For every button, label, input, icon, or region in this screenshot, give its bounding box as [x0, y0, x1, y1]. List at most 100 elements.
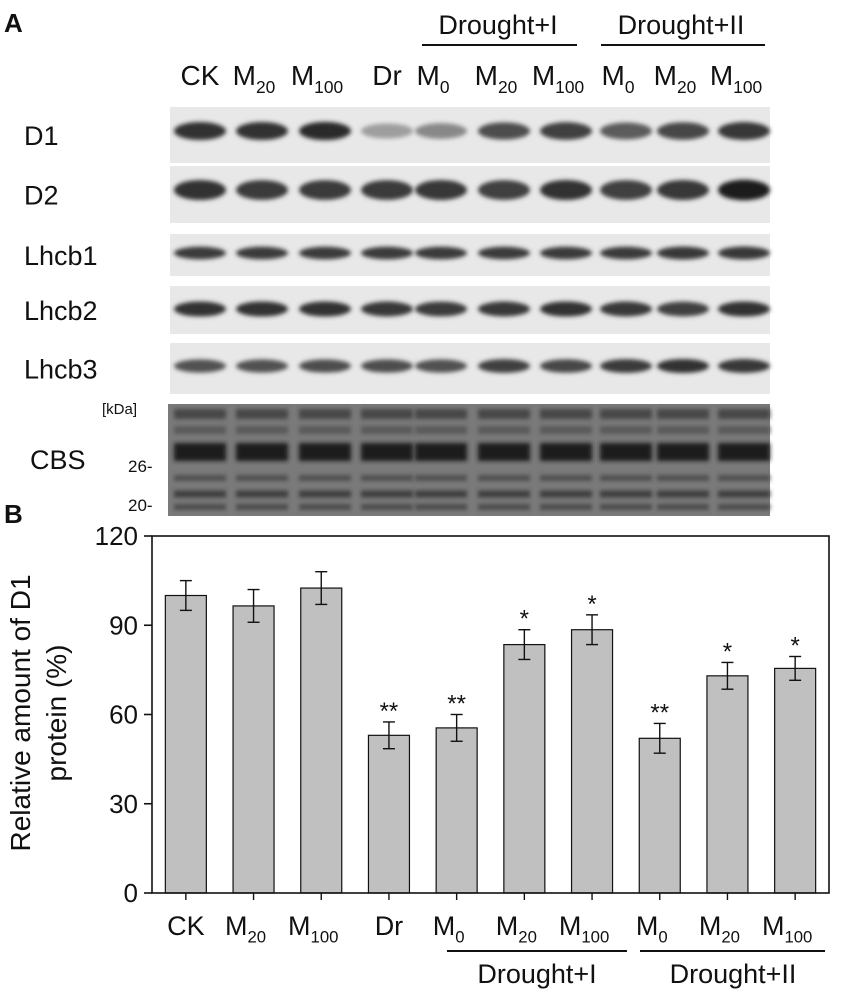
cbs-label: CBS [30, 445, 86, 475]
blot-band [361, 123, 413, 139]
blot-band [361, 301, 413, 317]
blot-band [540, 122, 592, 140]
x-axis-labels: CK M20 M100 Dr M0 M20 M100 M0 M20 M100 [167, 911, 812, 947]
chart-group-label-drought-1: Drought+I [477, 959, 596, 989]
cbs-band [361, 426, 413, 434]
x-tick-label-main: M [496, 911, 519, 941]
blot-row-label: D1 [24, 121, 59, 151]
blot-band [415, 123, 467, 139]
x-tick-label-subscript: 100 [311, 928, 339, 947]
cbs-band [657, 426, 709, 434]
kda-unit-label: [kDa] [102, 401, 137, 418]
significance-marker: * [587, 591, 596, 618]
blot-band [718, 359, 770, 373]
x-tick-label-main: M [699, 911, 722, 941]
blot-band [299, 180, 351, 200]
x-tick-label-subscript: 20 [721, 928, 740, 947]
cbs-band [415, 475, 467, 481]
blot-band [236, 301, 288, 317]
cbs-band [174, 490, 226, 498]
cbs-band [478, 409, 530, 419]
cbs-band [657, 409, 709, 419]
cbs-band [361, 475, 413, 481]
cbs-band [718, 409, 770, 419]
bar [367, 734, 411, 894]
cbs-band [600, 409, 652, 419]
cbs-band [299, 490, 351, 498]
x-tick-label: M0 [636, 911, 668, 947]
cbs-band [174, 409, 226, 419]
bar [300, 587, 343, 894]
lane-label: M100 [710, 60, 762, 97]
x-tick-label-subscript: 0 [455, 928, 464, 947]
cbs-band [236, 475, 288, 481]
x-tick-label-subscript: 20 [518, 928, 537, 947]
x-tick-label-subscript: 0 [658, 928, 667, 947]
x-tick-label: M100 [559, 911, 609, 947]
cbs-band [540, 443, 592, 461]
cbs-band [415, 490, 467, 498]
cbs-band [236, 443, 288, 461]
cbs-band [361, 490, 413, 498]
blot-row-label: D2 [24, 181, 59, 211]
blot-band [174, 359, 226, 373]
marker-26: 26- [128, 457, 153, 476]
blot-band [657, 301, 709, 317]
lane-label-subscript: 20 [498, 77, 517, 97]
panel-a-label: A [4, 8, 23, 38]
cbs-band [478, 504, 530, 510]
x-tick-label: M0 [433, 911, 465, 947]
cbs-band [299, 409, 351, 419]
y-axis: 0 30 60 90 120 [95, 521, 152, 908]
blot-row-label: Lhcb3 [24, 355, 98, 385]
bar [706, 675, 749, 894]
x-tick-label: M20 [496, 911, 537, 947]
blot-band [236, 246, 288, 260]
cbs-band [174, 443, 226, 461]
cbs-band [236, 426, 288, 434]
x-tick-label-subscript: 100 [581, 928, 609, 947]
x-tick-label: M100 [288, 911, 338, 947]
cbs-band [478, 475, 530, 481]
blot-band [478, 301, 530, 317]
blot-band [299, 359, 351, 373]
blot-group-label-drought-1: Drought+I [438, 10, 557, 40]
cbs-band [478, 490, 530, 498]
chart-group-label-drought-2: Drought+II [670, 959, 797, 989]
x-tick-label-main: M [762, 911, 785, 941]
blot-band [600, 301, 652, 317]
cbs-band [540, 409, 592, 419]
y-axis-label-line-2: protein (%) [41, 645, 72, 782]
blot-band [478, 246, 530, 260]
blot-row: Lhcb3 [24, 343, 770, 394]
lane-label: M20 [233, 60, 276, 97]
blot-band [657, 246, 709, 260]
lane-label: M0 [602, 60, 635, 97]
blot-rows: D1 D2 Lhcb1 Lhcb2 Lhcb3 [24, 107, 770, 394]
cbs-band [415, 504, 467, 510]
blot-row-label: Lhcb1 [24, 241, 98, 271]
significance-marker: ** [380, 698, 399, 725]
lane-label-subscript: 20 [256, 77, 275, 97]
cbs-band [600, 490, 652, 498]
x-tick-label-main: M [288, 911, 311, 941]
cbs-band [415, 443, 467, 461]
cbs-band [540, 504, 592, 510]
x-tick-label-subscript: 100 [784, 928, 812, 947]
cbs-band [540, 475, 592, 481]
lane-label-subscript: 100 [733, 77, 762, 97]
cbs-band [174, 504, 226, 510]
x-tick-label: M20 [699, 911, 740, 947]
bar-chart: Relative amount of D1 protein (%) 0 30 60 9… [5, 521, 830, 947]
blot-band [361, 180, 413, 200]
cbs-band [718, 504, 770, 510]
y-tick-label: 30 [109, 789, 138, 819]
blot-band [600, 246, 652, 260]
significance-marker: * [723, 638, 732, 665]
blot-band [174, 301, 226, 317]
significance-marker: * [520, 606, 529, 633]
lane-label-subscript: 20 [677, 77, 696, 97]
blot-row: D2 [24, 166, 770, 223]
blot-band [299, 301, 351, 317]
cbs-band [600, 443, 652, 461]
